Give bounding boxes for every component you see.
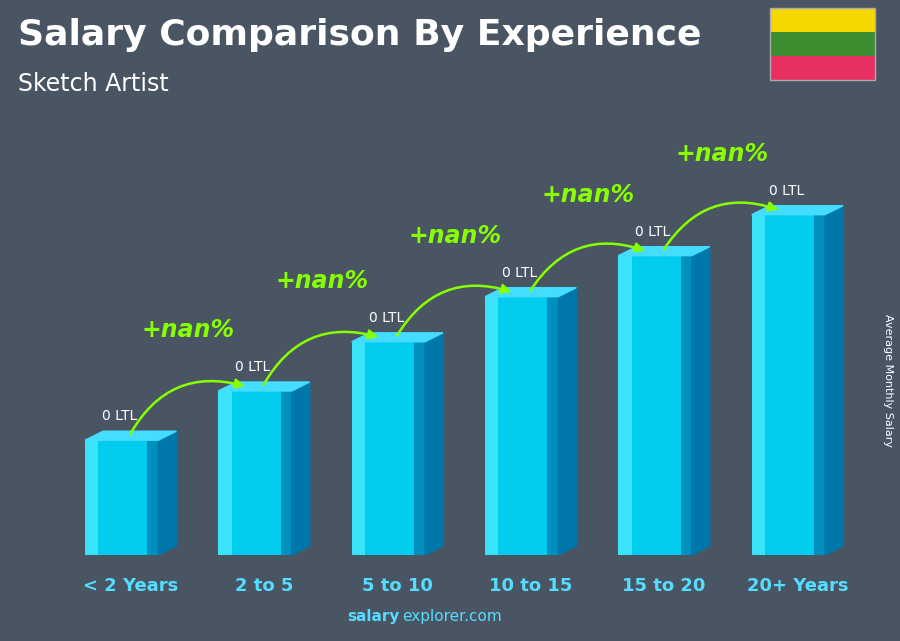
Bar xyxy=(414,342,425,555)
Bar xyxy=(814,215,825,555)
Text: explorer.com: explorer.com xyxy=(402,609,502,624)
Bar xyxy=(770,8,875,32)
Polygon shape xyxy=(85,431,176,440)
Text: +nan%: +nan% xyxy=(142,318,235,342)
Text: Average Monthly Salary: Average Monthly Salary xyxy=(883,313,893,447)
Bar xyxy=(485,297,499,555)
Bar xyxy=(547,297,558,555)
Text: 10 to 15: 10 to 15 xyxy=(489,577,572,595)
Bar xyxy=(352,342,425,555)
Polygon shape xyxy=(825,206,843,555)
Text: salary: salary xyxy=(347,609,400,624)
Text: 20+ Years: 20+ Years xyxy=(747,577,848,595)
Polygon shape xyxy=(692,247,710,555)
Text: 0 LTL: 0 LTL xyxy=(502,266,537,279)
Bar xyxy=(752,215,765,555)
Text: < 2 Years: < 2 Years xyxy=(83,577,178,595)
Polygon shape xyxy=(485,288,576,297)
Text: 0 LTL: 0 LTL xyxy=(369,311,404,325)
Polygon shape xyxy=(158,431,176,555)
Polygon shape xyxy=(752,206,843,215)
Text: +nan%: +nan% xyxy=(275,269,368,293)
Text: 0 LTL: 0 LTL xyxy=(635,225,670,238)
Text: 5 to 10: 5 to 10 xyxy=(362,577,433,595)
Bar xyxy=(219,391,231,555)
Text: +nan%: +nan% xyxy=(675,142,769,166)
Polygon shape xyxy=(292,382,310,555)
Bar xyxy=(148,440,158,555)
Bar xyxy=(85,440,158,555)
Bar xyxy=(680,256,692,555)
Text: Sketch Artist: Sketch Artist xyxy=(18,72,169,96)
Polygon shape xyxy=(352,333,443,342)
Bar xyxy=(770,8,875,80)
Bar xyxy=(352,342,365,555)
Text: 0 LTL: 0 LTL xyxy=(769,184,804,197)
Bar xyxy=(618,256,692,555)
Bar xyxy=(219,391,292,555)
Bar xyxy=(770,32,875,56)
Text: +nan%: +nan% xyxy=(542,183,634,206)
Polygon shape xyxy=(425,333,443,555)
Text: 15 to 20: 15 to 20 xyxy=(622,577,706,595)
Bar xyxy=(485,297,558,555)
Bar xyxy=(85,440,98,555)
Text: 0 LTL: 0 LTL xyxy=(102,409,138,423)
Bar xyxy=(281,391,292,555)
Polygon shape xyxy=(618,247,710,256)
Text: 2 to 5: 2 to 5 xyxy=(235,577,293,595)
Polygon shape xyxy=(219,382,310,391)
Text: 0 LTL: 0 LTL xyxy=(236,360,271,374)
Polygon shape xyxy=(558,288,576,555)
Bar xyxy=(770,56,875,80)
Text: Salary Comparison By Experience: Salary Comparison By Experience xyxy=(18,18,701,52)
Bar xyxy=(752,215,825,555)
Text: +nan%: +nan% xyxy=(409,224,501,247)
Bar xyxy=(618,256,632,555)
